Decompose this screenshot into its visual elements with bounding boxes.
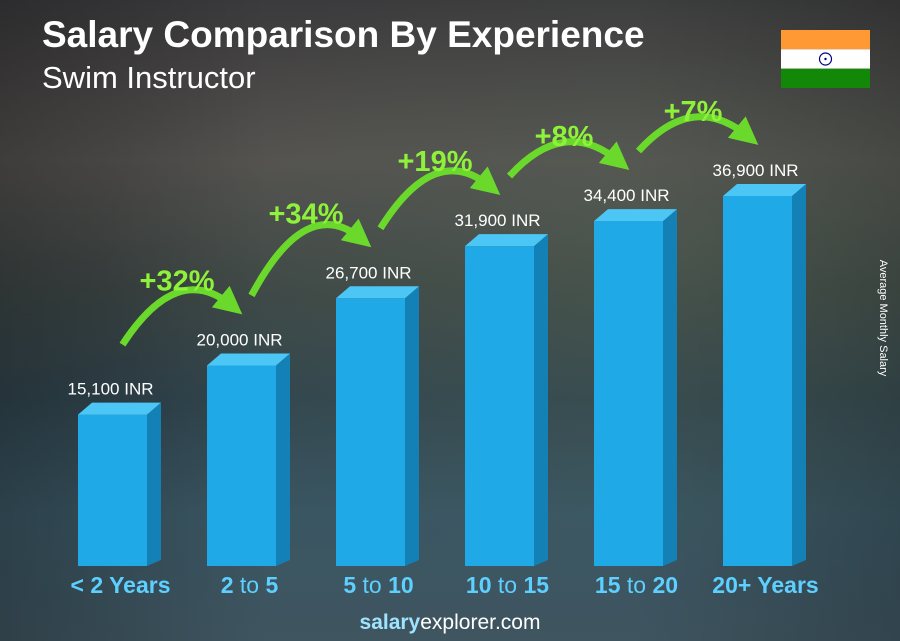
bar-side [276,353,290,566]
change-arrow [377,166,501,231]
change-label: +32% [140,265,215,297]
bar-top [336,286,419,299]
category-label: 20+ Years [712,572,818,598]
value-label: 36,900 INR [713,161,799,180]
footer-rest: explorer [420,611,495,634]
change-arrow [506,138,630,179]
bar-side [534,234,548,566]
bar-front [594,221,663,566]
category-label: 5 to 10 [343,572,413,598]
value-label: 31,900 INR [455,211,541,230]
bar-side [405,286,419,566]
change-arrow [248,218,372,298]
value-label: 26,700 INR [326,263,412,282]
bar-top [207,353,290,366]
footer-site[interactable]: salaryexplorer.com [0,611,900,635]
chart-title: Salary Comparison By Experience [42,14,645,55]
india-flag-icon [781,30,870,88]
bar-side [792,184,806,566]
category-label: 15 to 20 [595,572,678,598]
bar-top [78,402,161,415]
change-arrow [635,113,759,154]
footer-bold: salary [359,611,421,634]
bar-front [465,246,534,566]
chart-subtitle: Swim Instructor [42,60,256,95]
footer-tld: .com [494,611,541,634]
bar-top [594,209,677,222]
change-arrow [119,285,243,347]
change-label: +7% [664,96,723,128]
category-label: 2 to 5 [221,572,279,598]
bar-front [207,365,276,566]
bar-front [78,414,147,566]
bar-top [465,234,548,247]
category-label: < 2 Years [71,572,171,598]
change-label: +34% [269,198,344,230]
bar-side [147,402,161,566]
category-label: 10 to 15 [466,572,549,598]
bar-front [336,298,405,566]
bar-side [663,209,677,566]
bar-top [723,184,806,196]
value-label: 20,000 INR [197,330,283,349]
value-label: 34,400 INR [584,186,670,205]
bar-front [723,196,792,566]
change-label: +19% [398,146,473,178]
value-label: 15,100 INR [68,380,154,399]
change-label: +8% [535,121,594,153]
